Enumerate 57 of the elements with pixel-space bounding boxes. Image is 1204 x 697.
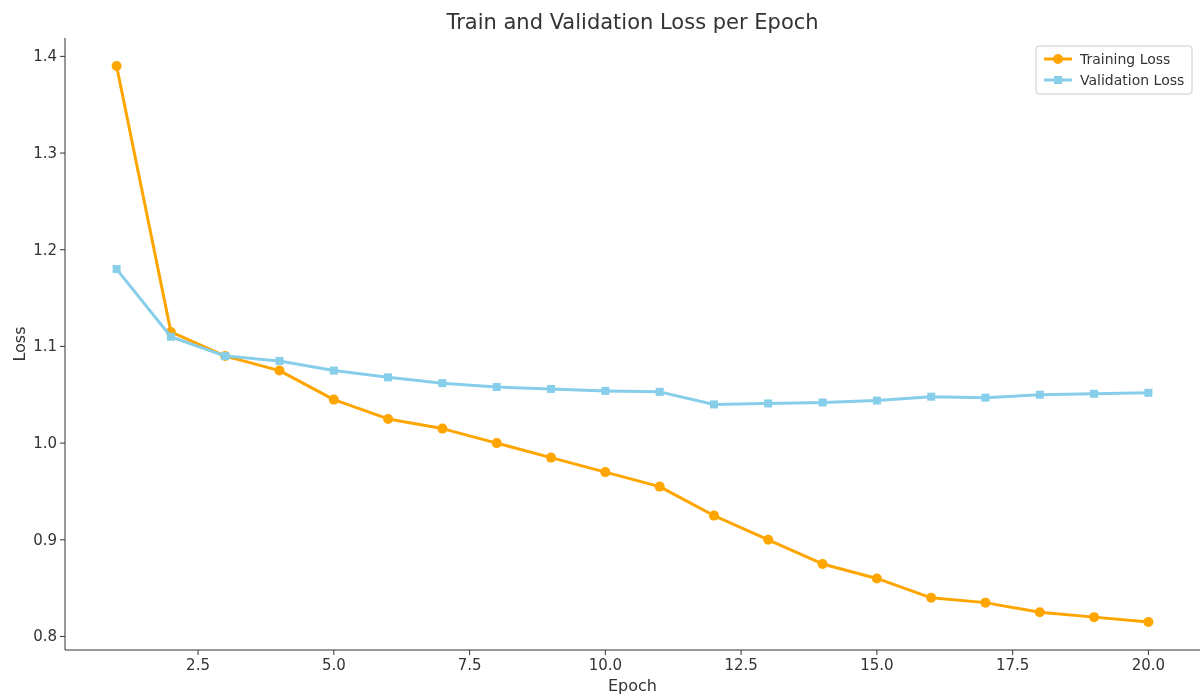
point (1143, 616, 1154, 627)
point (492, 383, 501, 392)
point (709, 400, 718, 409)
point (437, 423, 448, 434)
point (328, 394, 339, 405)
x-tick-label: 5.0 (321, 656, 346, 674)
x-tick-label: 7.5 (457, 656, 482, 674)
x-tick-label: 20.0 (1131, 656, 1166, 674)
point (654, 481, 665, 492)
point (871, 573, 882, 584)
point (1089, 612, 1100, 623)
y-tick-label: 1.2 (33, 240, 57, 259)
y-tick-label: 1.3 (33, 144, 57, 163)
point (166, 332, 175, 341)
x-axis-title: Epoch (608, 676, 657, 695)
y-axis-title: Loss (10, 326, 29, 362)
point (1090, 389, 1099, 398)
y-tick-label: 0.8 (33, 627, 57, 646)
point (600, 467, 611, 478)
point (655, 387, 664, 396)
x-tick-label: 15.0 (860, 656, 894, 674)
y-tick-label: 0.9 (33, 530, 57, 549)
point (438, 379, 447, 388)
point (1144, 388, 1153, 397)
point (980, 597, 991, 608)
point (112, 265, 121, 274)
point (274, 365, 285, 376)
point (817, 558, 828, 569)
chart-title: Train and Validation Loss per Epoch (445, 10, 819, 34)
point (1035, 390, 1044, 399)
x-tick-label: 2.5 (186, 656, 210, 674)
point (981, 393, 990, 402)
point (1034, 607, 1045, 618)
point (708, 510, 719, 521)
y-tick-label: 1.1 (33, 337, 57, 356)
point (547, 384, 556, 393)
point (601, 386, 610, 395)
point (546, 452, 557, 463)
point (329, 366, 338, 375)
x-tick-label: 10.0 (588, 656, 623, 674)
point (872, 396, 881, 405)
x-tick-label: 12.5 (724, 656, 758, 674)
point (926, 592, 937, 603)
point (491, 438, 502, 449)
point (383, 413, 394, 424)
y-tick-label: 1.4 (33, 47, 57, 66)
point (927, 392, 936, 401)
legend-label: Validation Loss (1080, 72, 1185, 88)
point (384, 373, 393, 382)
legend-label: Training Loss (1079, 51, 1171, 67)
y-tick-label: 1.0 (33, 434, 57, 453)
x-tick-label: 17.5 (995, 656, 1030, 674)
point (818, 398, 827, 407)
point (764, 399, 773, 408)
point (275, 356, 284, 365)
point (763, 534, 774, 545)
point (111, 61, 122, 72)
